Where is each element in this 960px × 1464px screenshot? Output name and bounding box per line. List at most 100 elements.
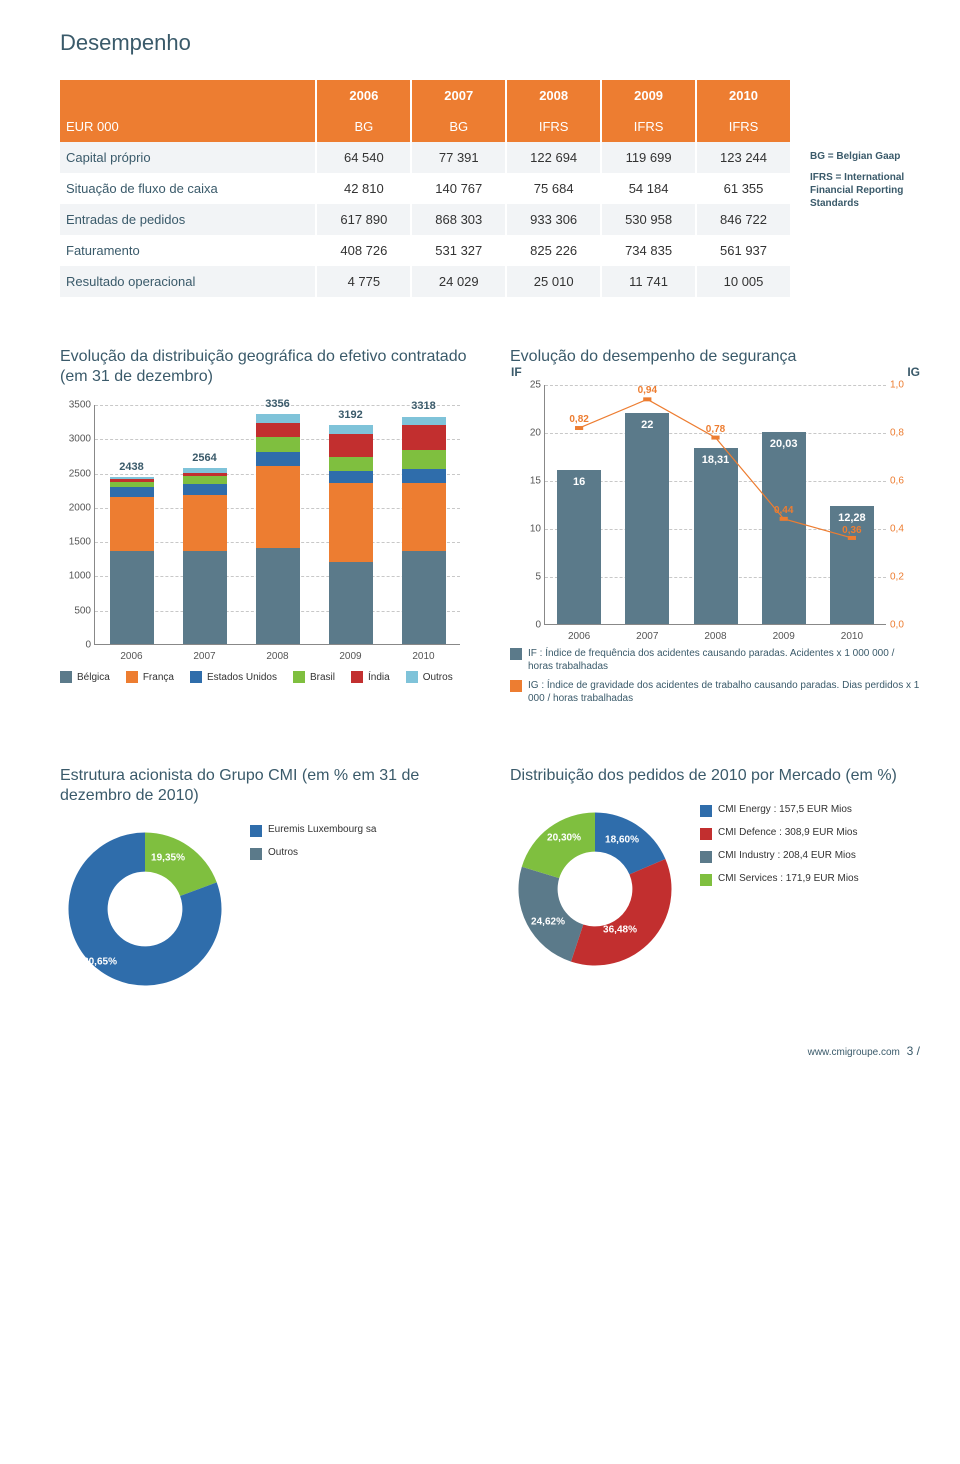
ig-value: 0,78 [706,424,725,435]
donut-legend-item: Euremis Luxembourg sa [250,824,376,837]
bar-segment [256,423,300,437]
note-bg: BG = Belgian Gaap [810,151,900,162]
chart1-legend: BélgicaFrançaEstados UnidosBrasilÍndiaOu… [60,671,470,683]
bar-segment [183,484,227,494]
table-row: Capital próprio64 54077 391122 694119 69… [60,142,791,173]
bar-segment [402,551,446,644]
donut-legend-item: CMI Energy : 157,5 EUR Mios [700,804,859,817]
donut-legend-item: CMI Industry : 208,4 EUR Mios [700,850,859,863]
bar-segment [402,483,446,552]
year-header: 2008 [506,80,601,111]
bar-segment [402,417,446,426]
donut-label: 36,48% [603,925,637,936]
legend-item: Bélgica [60,671,110,683]
ytick-left: 5 [511,572,541,583]
bar-segment [329,471,373,483]
bar-total: 2438 [110,461,154,473]
legend-swatch [700,874,712,886]
legend-label: CMI Defence : 308,9 EUR Mios [718,827,858,838]
legend-swatch [60,671,72,683]
if-value: 20,03 [770,438,798,450]
bar-segment [110,477,154,480]
year-header: 2007 [411,80,506,111]
row-header: EUR 000 [60,111,316,142]
cell: 933 306 [506,204,601,235]
donut-legend-item: Outros [250,847,376,860]
std-header: IFRS [696,111,791,142]
legend-label: França [143,672,174,683]
row-label: Situação de fluxo de caixa [60,173,316,204]
cell: 408 726 [316,235,411,266]
xtick: 2006 [549,631,609,642]
ig-value: 0,94 [638,385,657,396]
if-bar [694,448,738,624]
ytick-right: 1,0 [890,380,920,391]
donut-legend-item: CMI Defence : 308,9 EUR Mios [700,827,859,840]
bar-segment [402,469,446,483]
table-row: Situação de fluxo de caixa42 810140 7677… [60,173,791,204]
cell: 61 355 [696,173,791,204]
ytick-right: 0,6 [890,476,920,487]
note-ifrs: IFRS = International Financial Reporting… [810,172,904,209]
bar-segment [183,476,227,484]
cell: 825 226 [506,235,601,266]
row-label: Resultado operacional [60,266,316,297]
row-label: Capital próprio [60,142,316,173]
ytick-left: 10 [511,524,541,535]
bar-segment [329,457,373,471]
ytick-left: 0 [511,620,541,631]
cell: 561 937 [696,235,791,266]
bar-segment [110,487,154,497]
legend-swatch [190,671,202,683]
cell: 123 244 [696,142,791,173]
ytick-left: 25 [511,380,541,391]
page-title: Desempenho [60,30,920,56]
legend-label: Brasil [310,672,335,683]
bar-segment [183,468,227,472]
donut2: 18,60%36,48%24,62%20,30% [510,804,680,974]
legend-swatch [700,805,712,817]
std-header: IFRS [601,111,696,142]
bar-segment [329,483,373,562]
ytick: 3000 [61,434,91,445]
bar-group: 2438 [110,477,154,644]
legend-swatch [700,851,712,863]
note-ig-swatch [510,680,522,692]
if-bar [625,413,669,624]
donut-label: 80,65% [83,957,117,968]
cell: 531 327 [411,235,506,266]
cell: 868 303 [411,204,506,235]
legend-label: Outros [268,847,298,858]
bar-segment [329,434,373,457]
legend-swatch [293,671,305,683]
bar-segment [256,548,300,644]
cell: 119 699 [601,142,696,173]
donut1-block: Estrutura acionista do Grupo CMI (em % e… [60,766,470,994]
bar-total: 2564 [183,452,227,464]
bar-segment [256,466,300,548]
legend-swatch [250,825,262,837]
bar-group: 3192 [329,425,373,644]
axis-if: IF [511,365,522,379]
cell: 122 694 [506,142,601,173]
note-if-swatch [510,648,522,660]
table-row: Resultado operacional4 77524 02925 01011… [60,266,791,297]
legend-item: Brasil [293,671,335,683]
if-bar [762,432,806,624]
std-header: BG [411,111,506,142]
chart2-area: IF IG 05101520250,00,20,40,60,81,0162006… [544,385,886,625]
legend-item: Índia [351,671,390,683]
ytick: 2000 [61,502,91,513]
chart2-block: Evolução do desempenho de segurança IF I… [510,347,920,711]
chart2-title: Evolução do desempenho de segurança [510,347,920,367]
ytick-left: 20 [511,428,541,439]
bar-segment [402,450,446,469]
cell: 42 810 [316,173,411,204]
xtick: 2010 [394,651,454,662]
cell: 617 890 [316,204,411,235]
if-value: 18,31 [702,454,730,466]
donut-slice [519,867,584,962]
bar-segment [183,473,227,476]
year-header: 2006 [316,80,411,111]
chart1-area: 0500100015002000250030003500243820062564… [94,405,460,645]
